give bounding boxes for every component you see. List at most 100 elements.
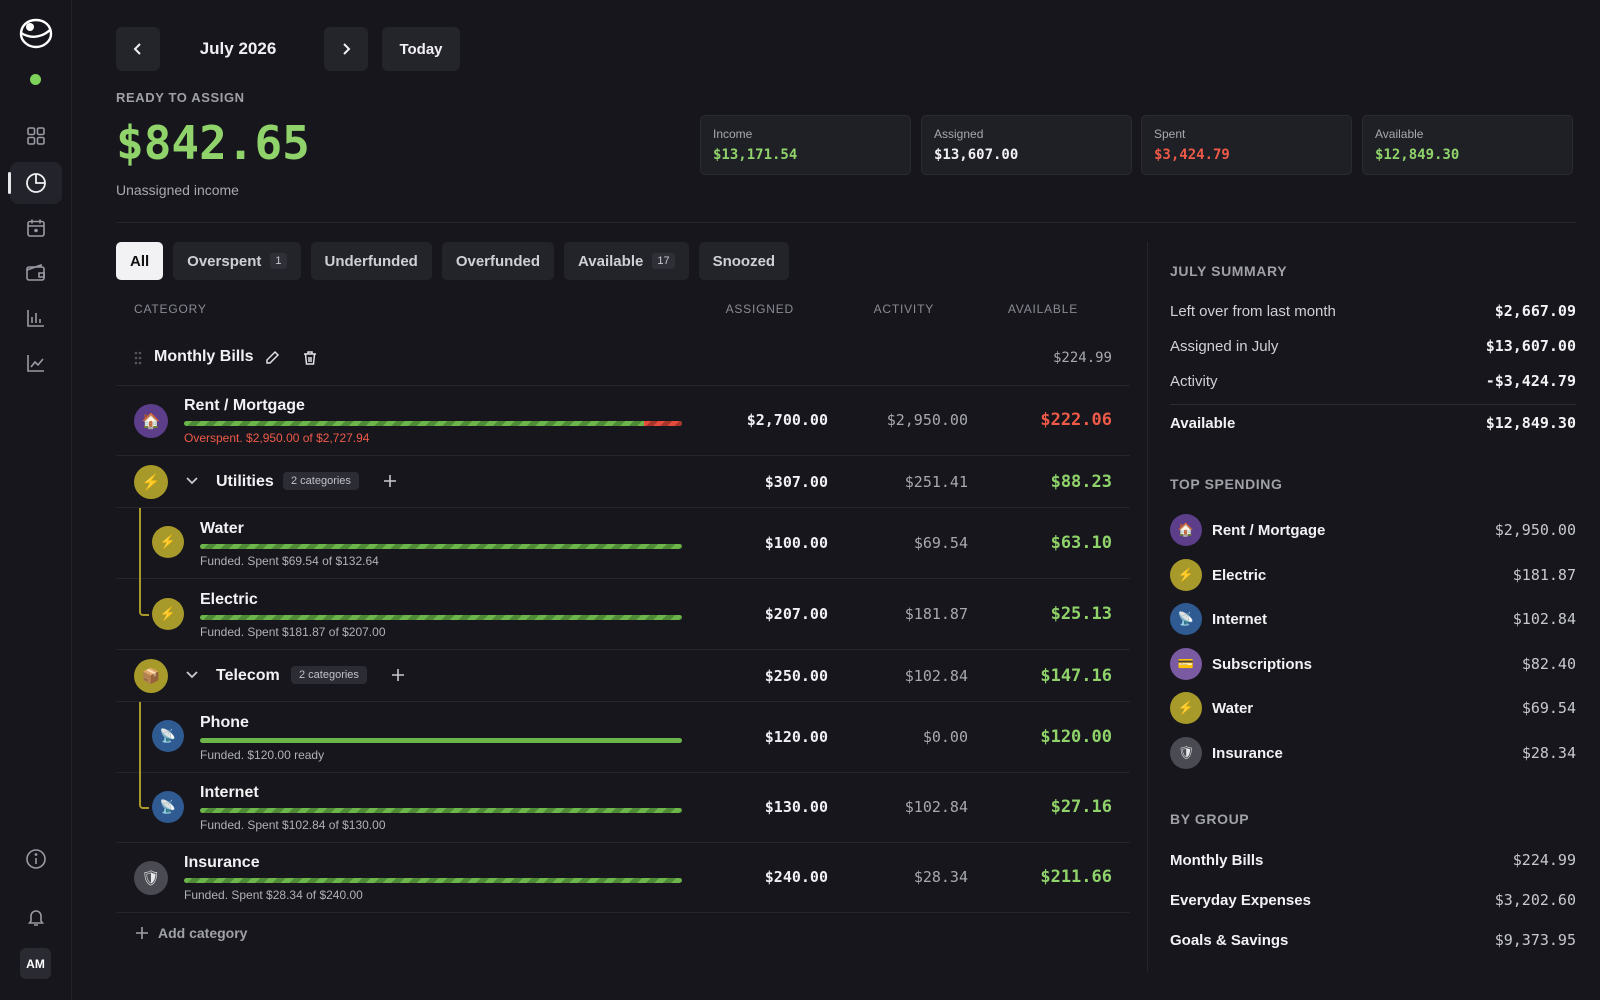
top-spending-item[interactable]: 🛡 Insurance $28.34 xyxy=(1170,737,1576,769)
filter-overfunded[interactable]: Overfunded xyxy=(441,242,555,280)
plus-icon[interactable] xyxy=(392,669,404,681)
category-status: Funded. Spent $102.84 of $130.00 xyxy=(200,818,386,832)
available-value[interactable]: $222.06 xyxy=(1040,410,1112,430)
filter-underfunded[interactable]: Underfunded xyxy=(310,242,432,280)
spending-name: Water xyxy=(1212,699,1254,717)
edit-pencil-icon[interactable] xyxy=(264,350,280,366)
trash-icon[interactable] xyxy=(303,350,317,366)
col-header-assigned[interactable]: ASSIGNED xyxy=(725,302,794,316)
divider xyxy=(116,222,1576,223)
user-avatar[interactable]: AM xyxy=(20,948,51,979)
prev-month-button[interactable] xyxy=(116,27,160,71)
assigned-value[interactable]: $250.00 xyxy=(764,667,828,685)
summary-value: $13,607.00 xyxy=(1485,337,1576,355)
activity-value[interactable]: $181.87 xyxy=(904,605,968,623)
available-value[interactable]: $27.16 xyxy=(1050,797,1112,817)
assigned-value[interactable]: $100.00 xyxy=(764,534,828,552)
activity-value[interactable]: $251.41 xyxy=(904,473,968,491)
spending-value: $2,950.00 xyxy=(1494,521,1576,539)
top-spending-item[interactable]: ⚡ Water $69.54 xyxy=(1170,692,1576,724)
assigned-value[interactable]: $307.00 xyxy=(764,473,828,491)
group-row-goals-savings[interactable]: Goals & Savings $9,373.95 xyxy=(1170,931,1576,949)
available-value[interactable]: $120.00 xyxy=(1040,727,1112,747)
col-header-activity[interactable]: ACTIVITY xyxy=(873,302,934,316)
available-value[interactable]: $211.66 xyxy=(1040,867,1112,887)
budget-pie-icon[interactable] xyxy=(8,162,62,204)
subgroup-row-utilities[interactable]: ⚡ Utilities 2 categories $307.00 $251.41… xyxy=(116,456,1130,508)
group-row-monthly-bills[interactable]: Monthly Bills $224.99 xyxy=(1170,851,1576,869)
available-value[interactable]: $88.23 xyxy=(1050,472,1112,492)
card-value: $13,607.00 xyxy=(934,147,1019,163)
top-spending-item[interactable]: 🏠 Rent / Mortgage $2,950.00 xyxy=(1170,514,1576,546)
subgroup-row-telecom[interactable]: 📦 Telecom 2 categories $250.00 $102.84 $… xyxy=(116,650,1130,702)
activity-value[interactable]: $102.84 xyxy=(904,798,968,816)
summary-row-assigned: Assigned in July $13,607.00 xyxy=(1170,337,1576,355)
filter-overspent[interactable]: Overspent 1 xyxy=(173,242,301,280)
category-row[interactable]: 🛡 Insurance Funded. Spent $28.34 of $240… xyxy=(116,843,1130,913)
category-status: Funded. $120.00 ready xyxy=(200,748,325,762)
filter-all[interactable]: All xyxy=(116,242,164,280)
category-row[interactable]: ⚡ Electric Funded. Spent $181.87 of $207… xyxy=(116,579,1130,650)
activity-value[interactable]: $0.00 xyxy=(922,728,968,746)
category-row[interactable]: ⚡ Water Funded. Spent $69.54 of $132.64 … xyxy=(116,508,1130,579)
lightning-icon: ⚡ xyxy=(152,526,184,558)
dashboard-icon[interactable] xyxy=(10,115,62,157)
today-button[interactable]: Today xyxy=(382,27,460,71)
assigned-value[interactable]: $2,700.00 xyxy=(746,411,828,429)
spending-value: $69.54 xyxy=(1521,699,1576,717)
wallet-icon[interactable] xyxy=(10,252,62,294)
trend-chart-icon[interactable] xyxy=(10,342,62,384)
chevron-down-icon[interactable] xyxy=(186,671,198,679)
progress-bar xyxy=(184,421,682,426)
available-value[interactable]: $25.13 xyxy=(1050,604,1112,624)
category-row[interactable]: 🏠 Rent / Mortgage Overspent. $2,950.00 o… xyxy=(116,386,1130,456)
activity-value[interactable]: $2,950.00 xyxy=(886,411,968,429)
summary-label: Assigned in July xyxy=(1170,337,1279,355)
add-category-label: Add category xyxy=(158,925,248,941)
activity-value[interactable]: $28.34 xyxy=(913,868,968,886)
plus-icon[interactable] xyxy=(384,475,396,487)
add-category-button[interactable]: Add category xyxy=(136,925,247,941)
filter-label: Underfunded xyxy=(324,252,418,270)
lightning-icon: ⚡ xyxy=(1170,559,1202,591)
group-header-monthly-bills[interactable]: Monthly Bills $224.99 xyxy=(116,332,1130,386)
category-row[interactable]: 📡 Phone Funded. $120.00 ready $120.00 $0… xyxy=(116,702,1130,773)
group-row-everyday-expenses[interactable]: Everyday Expenses $3,202.60 xyxy=(1170,891,1576,909)
filter-label: All xyxy=(130,252,150,270)
spending-name: Internet xyxy=(1212,610,1268,628)
assigned-value[interactable]: $130.00 xyxy=(764,798,828,816)
info-icon[interactable] xyxy=(10,838,62,880)
available-value[interactable]: $147.16 xyxy=(1040,666,1112,686)
available-card: Available $12,849.30 xyxy=(1362,115,1573,175)
next-month-button[interactable] xyxy=(324,27,368,71)
summary-value: $12,849.30 xyxy=(1485,414,1576,432)
summary-label: Left over from last month xyxy=(1170,302,1336,320)
group-value: $3,202.60 xyxy=(1494,891,1576,909)
filter-available[interactable]: Available 17 xyxy=(564,242,689,280)
assigned-value[interactable]: $240.00 xyxy=(764,868,828,886)
tree-connector xyxy=(139,508,141,579)
top-spending-item[interactable]: 💳 Subscriptions $82.40 xyxy=(1170,648,1576,680)
activity-value[interactable]: $69.54 xyxy=(913,534,968,552)
bell-icon[interactable] xyxy=(10,896,62,938)
col-header-category[interactable]: CATEGORY xyxy=(134,302,207,316)
summary-row-available: Available $12,849.30 xyxy=(1170,414,1576,432)
summary-value: $2,667.09 xyxy=(1494,302,1576,320)
category-name: Phone xyxy=(200,714,249,731)
col-header-available[interactable]: AVAILABLE xyxy=(1007,302,1078,316)
assigned-value[interactable]: $207.00 xyxy=(764,605,828,623)
category-status: Overspent. $2,950.00 of $2,727.94 xyxy=(184,431,370,445)
chevron-down-icon[interactable] xyxy=(186,477,198,485)
filter-snoozed[interactable]: Snoozed xyxy=(698,242,790,280)
drag-handle-icon[interactable] xyxy=(134,351,142,365)
subgroup-name: Utilities xyxy=(216,473,274,490)
available-value[interactable]: $63.10 xyxy=(1050,533,1112,553)
calendar-icon[interactable] xyxy=(10,207,62,249)
top-spending-item[interactable]: 📡 Internet $102.84 xyxy=(1170,603,1576,635)
assigned-value[interactable]: $120.00 xyxy=(764,728,828,746)
top-spending-item[interactable]: ⚡ Electric $181.87 xyxy=(1170,559,1576,591)
app-logo-icon[interactable] xyxy=(17,16,55,50)
activity-value[interactable]: $102.84 xyxy=(904,667,968,685)
bar-chart-icon[interactable] xyxy=(10,297,62,339)
category-row[interactable]: 📡 Internet Funded. Spent $102.84 of $130… xyxy=(116,773,1130,843)
